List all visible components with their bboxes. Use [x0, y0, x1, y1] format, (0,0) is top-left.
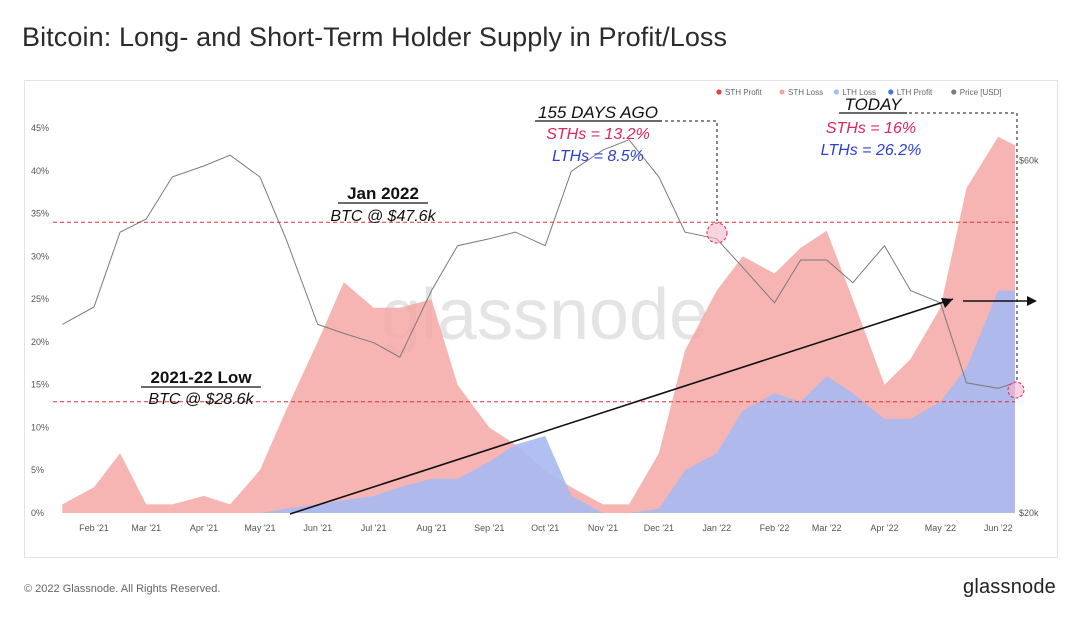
lth-trend-arrowhead [941, 298, 953, 308]
annotation-today-sth: STHs = 16% [826, 120, 916, 137]
x-tick-label: Mar '22 [812, 523, 842, 533]
x-tick-label: Feb '22 [760, 523, 790, 533]
chart-title: Bitcoin: Long- and Short-Term Holder Sup… [22, 22, 728, 52]
annotation-today-title: TODAY [845, 95, 904, 114]
lth-loss-area [62, 290, 1016, 513]
annotation-155days-lth: LTHs = 8.5% [552, 148, 644, 165]
y-tick-label: 45% [31, 123, 49, 133]
y-tick-label: 40% [31, 166, 49, 176]
legend-label: STH Loss [788, 88, 823, 97]
x-tick-label: Feb '21 [79, 523, 109, 533]
y-tick-label: 15% [31, 380, 49, 390]
y-axis-right: $20k $60k [1019, 155, 1039, 518]
x-axis: Feb '21 Mar '21 Apr '21 May '21 Jun '21 Jul '… [79, 523, 1012, 533]
x-tick-label: Mar '21 [131, 523, 161, 533]
x-tick-label: May '21 [244, 523, 275, 533]
x-tick-label: Sep '21 [474, 523, 504, 533]
x-tick-label: Nov '21 [588, 523, 618, 533]
chart-svg: glassnode 0%5%10%15%20%25%30%35%40%45% $… [31, 88, 1039, 533]
footer-copyright: © 2022 Glassnode. All Rights Reserved. [24, 583, 221, 595]
legend-label: Price [USD] [960, 88, 1002, 97]
annotation-low-sub: BTC @ $28.6k [148, 391, 254, 408]
annotations: Jan 2022 BTC @ $47.6k 2021-22 Low BTC @ … [141, 95, 1037, 515]
price-layer [62, 139, 1016, 389]
y-tick-label: 35% [31, 209, 49, 219]
today-right-arrowhead [1027, 296, 1037, 306]
areas-layer [62, 136, 1016, 513]
annotation-low-title: 2021-22 Low [150, 368, 252, 387]
legend: STH Profit STH Loss LTH Loss LTH Profit Pric… [716, 88, 1002, 97]
y-tick-label: 20% [31, 337, 49, 347]
price-line [62, 139, 1016, 389]
y-right-tick-label: $60k [1019, 155, 1039, 165]
legend-label: STH Profit [725, 88, 763, 97]
annotation-today-leader [909, 112, 1018, 381]
annotation-155days-title: 155 DAYS AGO [538, 103, 658, 122]
x-tick-label: Apr '21 [190, 523, 218, 533]
x-tick-label: Jan '22 [702, 523, 731, 533]
y-tick-label: 25% [31, 294, 49, 304]
annotation-jan2022-sub: BTC @ $47.6k [330, 208, 436, 225]
y-tick-label: 5% [31, 465, 44, 475]
annotation-jan2022-title: Jan 2022 [347, 184, 419, 203]
y-tick-label: 10% [31, 422, 49, 432]
x-tick-label: May '22 [925, 523, 956, 533]
legend-marker [833, 89, 840, 95]
x-tick-label: Oct '21 [531, 523, 559, 533]
legend-marker [951, 89, 957, 95]
y-axis-left: 0% 5% 10% 15% 20% 25% 30% 35% 40% 45% [31, 123, 49, 518]
chart-frame: glassnode 0% 5% 10% 15% 20% 25% 30% 35% 40% 45% $… [24, 80, 1058, 558]
x-tick-label: Dec '21 [644, 523, 674, 533]
lth-trend-arrow [289, 298, 954, 515]
y-tick-label: 30% [31, 251, 49, 261]
annotation-155days-marker [706, 222, 728, 244]
legend-marker [888, 89, 894, 95]
annotation-today-marker [1007, 381, 1025, 399]
x-tick-label: Apr '22 [870, 523, 898, 533]
legend-label: LTH Profit [897, 88, 933, 97]
x-tick-label: Aug '21 [416, 523, 446, 533]
annotation-155days-sth: STHs = 13.2% [546, 126, 650, 143]
footer-logo: glassnode [963, 576, 1056, 598]
legend-marker [779, 89, 785, 95]
legend-marker [716, 89, 722, 95]
y-tick-label: 0% [31, 508, 44, 518]
legend-label: LTH Loss [842, 88, 876, 97]
x-tick-label: Jul '21 [361, 523, 387, 533]
x-tick-label: Jun '22 [984, 523, 1013, 533]
y-right-tick-label: $20k [1019, 508, 1039, 518]
reference-lines [53, 221, 1015, 403]
annotation-today-lth: LTHs = 26.2% [821, 142, 922, 159]
x-tick-label: Jun '21 [303, 523, 332, 533]
